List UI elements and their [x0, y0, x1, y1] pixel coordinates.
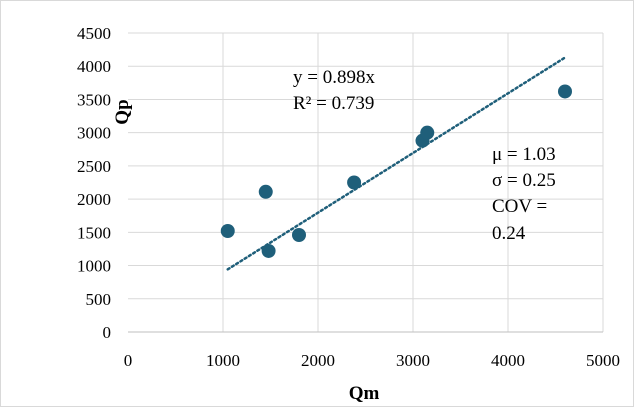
x-tick-label-1: 1000	[206, 351, 240, 370]
data-point-7	[558, 84, 572, 99]
gridlines	[128, 32, 604, 332]
x-tick-label-2: 2000	[301, 351, 335, 370]
y-axis-tick-labels: 0 500 1000 1500 2000 2500 3000 3500 4000 4500	[77, 24, 111, 342]
trendline	[226, 56, 567, 271]
mean-label: μ = 1.03	[492, 144, 556, 165]
y-tick-label-2: 1000	[77, 257, 111, 276]
cov-label: COV =	[492, 196, 547, 217]
trendline-equation: y = 0.898x	[293, 67, 375, 88]
y-axis-title: Qp	[112, 99, 133, 124]
x-tick-label-3: 3000	[396, 351, 430, 370]
x-tick-label-4: 4000	[491, 351, 525, 370]
data-points	[220, 84, 572, 258]
y-tick-label-4: 2000	[77, 190, 111, 209]
x-axis-tick-labels: 0 1000 2000 3000 4000 5000	[124, 351, 620, 370]
y-tick-label-7: 3500	[77, 90, 111, 109]
x-tick-label-0: 0	[124, 351, 133, 370]
std-dev-label: σ = 0.25	[492, 170, 556, 191]
data-point-2	[261, 243, 276, 258]
cov-value: 0.24	[492, 223, 526, 244]
data-point-6	[420, 125, 435, 140]
x-tick-label-5: 5000	[586, 351, 620, 370]
y-tick-label-9: 4500	[77, 24, 111, 43]
data-point-3	[292, 227, 306, 242]
x-axis-title: Qm	[349, 383, 380, 404]
data-point-4	[347, 175, 362, 190]
y-tick-label-0: 0	[103, 323, 112, 342]
data-point-1	[258, 184, 273, 199]
y-tick-label-8: 4000	[77, 57, 111, 76]
r-squared-label: R² = 0.739	[293, 93, 374, 114]
y-tick-label-5: 2500	[77, 157, 111, 176]
y-tick-label-1: 500	[86, 290, 112, 309]
y-tick-label-6: 3000	[77, 124, 111, 143]
y-tick-label-3: 1500	[77, 223, 111, 242]
data-point-0	[220, 224, 235, 239]
